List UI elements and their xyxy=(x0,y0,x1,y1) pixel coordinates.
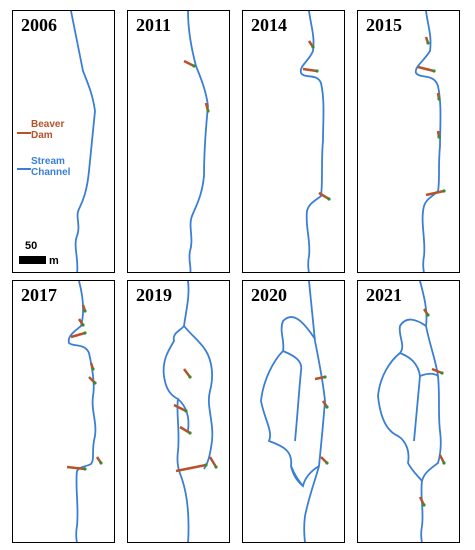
stream-map xyxy=(183,11,210,272)
beaver-dam-endpoint xyxy=(422,503,426,507)
stream-map xyxy=(260,281,329,542)
stream-channel xyxy=(67,281,97,542)
legend-stream-label: Stream Channel xyxy=(31,156,71,178)
beaver-dam-endpoint xyxy=(325,405,329,409)
beaver-dam-endpoint xyxy=(311,45,315,49)
map-panel-2017: 2017 xyxy=(12,280,115,543)
map-panel-2006: 2006 Beaver Dam Stream Channel 50 m xyxy=(12,10,115,273)
stream-map xyxy=(70,11,96,272)
beaver-dam-endpoint xyxy=(442,189,446,193)
beaver-dam-endpoint xyxy=(442,461,446,465)
beaver-dam-endpoint xyxy=(192,64,196,68)
beaver-dam-endpoint xyxy=(81,323,85,327)
beaver-dam xyxy=(425,189,445,197)
panel-year: 2006 xyxy=(21,15,57,35)
beaver-dam-endpoint xyxy=(93,381,97,385)
beaver-dam-endpoint xyxy=(91,367,95,371)
beaver-dam-endpoint xyxy=(432,69,436,73)
beaver-dam xyxy=(70,331,86,339)
map-panel-2019: 2019 xyxy=(127,280,230,543)
map-panel-2014: 2014 xyxy=(242,10,345,273)
beaver-dam xyxy=(175,463,207,473)
beaver-dam-endpoint xyxy=(83,331,87,335)
beaver-dam xyxy=(314,375,326,381)
panel-year: 2015 xyxy=(366,15,402,35)
panel-year: 2019 xyxy=(136,285,172,305)
stream-channel xyxy=(399,352,421,442)
stream-channel xyxy=(414,11,442,272)
beaver-dam xyxy=(318,191,330,201)
beaver-dam xyxy=(431,367,443,375)
panel-year: 2021 xyxy=(366,285,402,305)
stream-map xyxy=(66,281,103,542)
beaver-dam-endpoint xyxy=(214,465,218,469)
scale-bar xyxy=(19,256,46,264)
stream-channel xyxy=(419,281,442,542)
map-panel-2015: 2015 xyxy=(357,10,460,273)
beaver-dam-endpoint xyxy=(323,375,327,379)
stream-channel xyxy=(419,372,439,377)
stream-channel xyxy=(183,325,214,470)
beaver-dam-endpoint xyxy=(188,375,192,379)
scale-bar-unit: m xyxy=(49,255,59,267)
beaver-dam xyxy=(66,465,86,471)
beaver-dam xyxy=(208,456,218,468)
beaver-dam-endpoint xyxy=(204,463,208,467)
beaver-dam-endpoint xyxy=(437,135,441,139)
beaver-dam-endpoint xyxy=(426,41,430,45)
beaver-dam-endpoint xyxy=(188,431,192,435)
stream-channel xyxy=(70,11,96,272)
beaver-dam-endpoint xyxy=(83,467,87,471)
stream-map xyxy=(299,11,331,272)
stream-channel xyxy=(177,398,190,432)
beaver-dam xyxy=(417,65,435,73)
stream-map xyxy=(162,281,218,542)
panel-year: 2014 xyxy=(251,15,287,35)
stream-channel xyxy=(260,316,316,487)
panel-year: 2020 xyxy=(251,285,287,305)
stream-channel xyxy=(282,350,303,442)
beaver-dam-endpoint xyxy=(83,309,87,313)
beaver-dam-endpoint xyxy=(99,461,103,465)
beaver-dam-endpoint xyxy=(440,371,444,375)
beaver-dam-endpoint xyxy=(325,461,329,465)
beaver-dam-endpoint xyxy=(426,313,430,317)
beaver-dam xyxy=(173,403,187,413)
stream-channel xyxy=(290,465,320,488)
legend-beaver-dam-label: Beaver Dam xyxy=(31,119,65,141)
legend-symbols xyxy=(17,132,46,264)
beaver-dam-endpoint xyxy=(437,97,441,101)
beaver-dam xyxy=(183,59,195,68)
beaver-dam-endpoint xyxy=(206,109,210,113)
scale-bar-value: 50 xyxy=(25,240,38,252)
stream-channel xyxy=(162,281,190,542)
beaver-dam xyxy=(179,425,191,435)
beaver-dam xyxy=(302,67,318,73)
stream-map xyxy=(414,11,446,272)
panel-year: 2017 xyxy=(21,285,57,305)
panel-year: 2011 xyxy=(136,15,172,35)
beaver-dam xyxy=(183,368,191,378)
stream-channel xyxy=(187,11,209,272)
map-panel-2011: 2011 xyxy=(127,10,230,273)
stream-channel xyxy=(377,318,427,482)
stream-channel xyxy=(299,11,325,272)
stream-map xyxy=(377,281,446,542)
beaver-dam-endpoint xyxy=(327,197,331,201)
stream-channel xyxy=(303,281,326,542)
beaver-dam-endpoint xyxy=(184,409,188,413)
map-panel-2020: 2020 xyxy=(242,280,345,543)
map-panel-2021: 2021 xyxy=(357,280,460,543)
beaver-dam-endpoint xyxy=(315,69,319,73)
